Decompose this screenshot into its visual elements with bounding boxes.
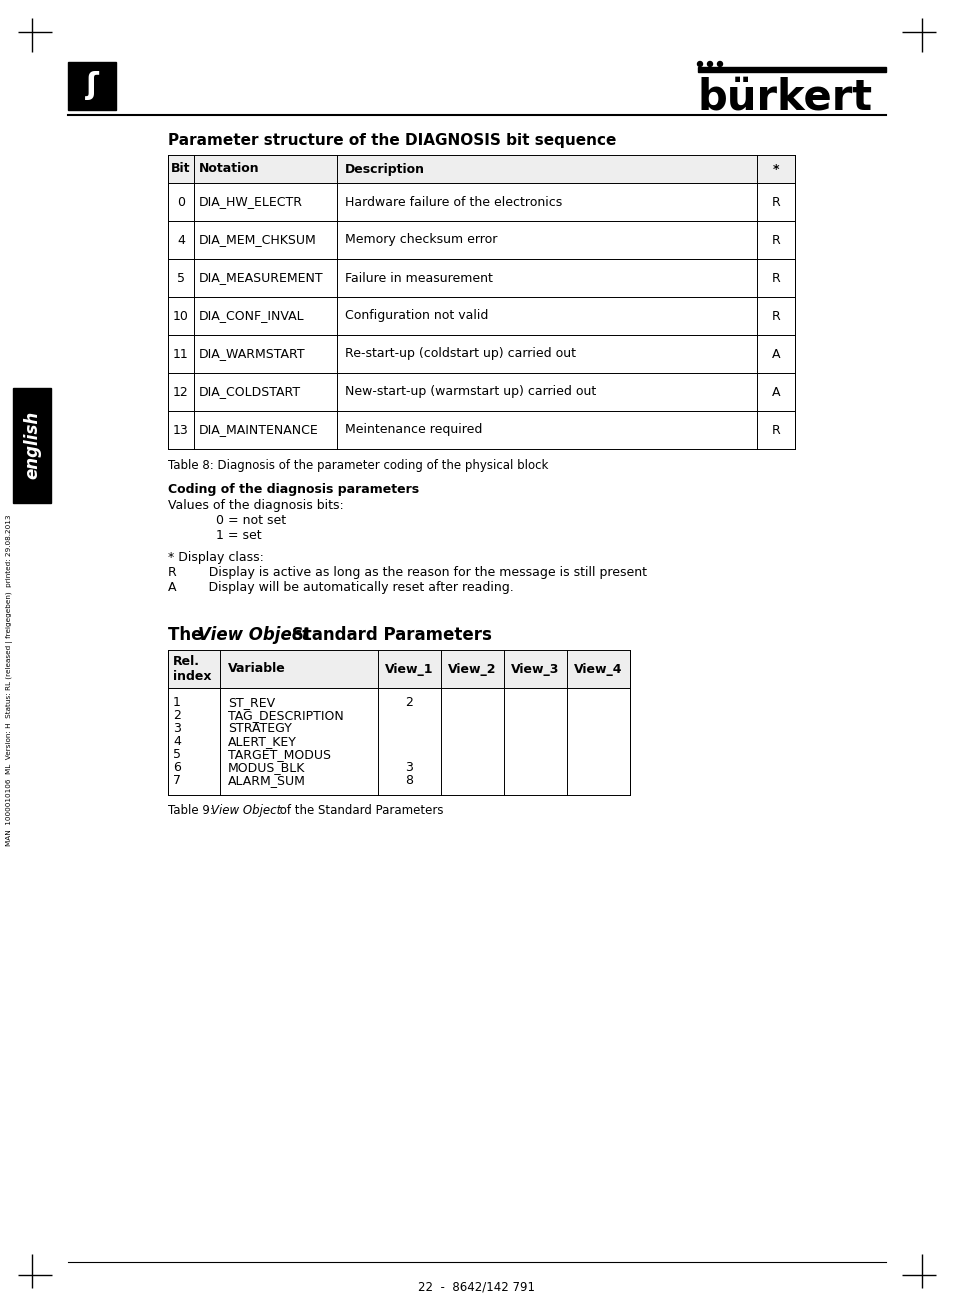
Text: View_3: View_3	[511, 663, 559, 676]
Text: 4: 4	[177, 234, 185, 247]
Text: Table 8: Diagnosis of the parameter coding of the physical block: Table 8: Diagnosis of the parameter codi…	[168, 459, 548, 472]
Text: Hardware failure of the electronics: Hardware failure of the electronics	[345, 196, 561, 209]
Text: 12: 12	[172, 386, 189, 399]
Text: ST_REV: ST_REV	[228, 697, 274, 708]
Bar	[68, 61, 116, 110]
Text: Rel.
index: Rel. index	[172, 655, 212, 684]
Text: Table 9:: Table 9:	[168, 804, 217, 817]
Text: 0 = not set: 0 = not set	[215, 514, 286, 527]
Text: bürkert: bürkert	[698, 76, 872, 118]
Text: View_2: View_2	[448, 663, 497, 676]
Text: ʃ: ʃ	[86, 72, 98, 101]
Text: Bit: Bit	[172, 162, 191, 175]
Text: 1: 1	[172, 697, 181, 708]
Circle shape	[717, 61, 721, 67]
Text: TAG_DESCRIPTION: TAG_DESCRIPTION	[228, 708, 343, 721]
Text: Parameter structure of the DIAGNOSIS bit sequence: Parameter structure of the DIAGNOSIS bit…	[168, 133, 616, 148]
Text: ALERT_KEY: ALERT_KEY	[228, 735, 296, 748]
Text: R: R	[771, 423, 780, 437]
Bar	[168, 297, 794, 335]
Text: Failure in measurement: Failure in measurement	[345, 272, 493, 285]
Bar	[168, 259, 794, 297]
Text: DIA_MEASUREMENT: DIA_MEASUREMENT	[199, 272, 323, 285]
Text: Description: Description	[345, 162, 424, 175]
Text: Memory checksum error: Memory checksum error	[345, 234, 497, 247]
Circle shape	[707, 61, 712, 67]
Text: 3: 3	[405, 761, 413, 774]
Text: 3: 3	[172, 721, 181, 735]
Text: R: R	[771, 272, 780, 285]
Text: Coding of the diagnosis parameters: Coding of the diagnosis parameters	[168, 484, 418, 495]
Text: 22  -  8642/142 791: 22 - 8642/142 791	[418, 1280, 535, 1293]
Text: R        Display is active as long as the reason for the message is still presen: R Display is active as long as the reaso…	[168, 566, 646, 579]
Text: DIA_CONF_INVAL: DIA_CONF_INVAL	[199, 310, 304, 323]
Text: 2: 2	[172, 708, 181, 721]
Text: 7: 7	[172, 774, 181, 787]
Text: R: R	[771, 234, 780, 247]
Text: STRATEGY: STRATEGY	[228, 721, 292, 735]
Text: A: A	[771, 386, 780, 399]
Text: DIA_HW_ELECTR: DIA_HW_ELECTR	[199, 196, 303, 209]
Text: 13: 13	[172, 423, 189, 437]
Text: TARGET_MODUS: TARGET_MODUS	[228, 748, 331, 761]
Text: 8: 8	[405, 774, 413, 787]
Text: Variable: Variable	[228, 663, 286, 676]
Text: 1 = set: 1 = set	[215, 529, 261, 542]
Bar	[168, 650, 629, 687]
Text: 5: 5	[172, 748, 181, 761]
Text: A        Display will be automatically reset after reading.: A Display will be automatically reset af…	[168, 582, 514, 593]
Text: The: The	[168, 626, 208, 644]
Text: MAN  1000010106  ML  Version: H  Status: RL (released | freigegeben)  printed: 2: MAN 1000010106 ML Version: H Status: RL …	[7, 514, 13, 846]
Text: Notation: Notation	[199, 162, 259, 175]
Text: 10: 10	[172, 310, 189, 323]
Text: DIA_MAINTENANCE: DIA_MAINTENANCE	[199, 423, 318, 437]
Text: Re-start-up (coldstart up) carried out: Re-start-up (coldstart up) carried out	[345, 348, 576, 361]
Text: DIA_COLDSTART: DIA_COLDSTART	[199, 386, 301, 399]
Circle shape	[697, 61, 701, 67]
Text: 11: 11	[172, 348, 189, 361]
Text: R: R	[771, 310, 780, 323]
Text: 2: 2	[405, 697, 413, 708]
Text: * Display class:: * Display class:	[168, 552, 264, 565]
Bar	[168, 687, 629, 795]
Bar	[168, 156, 794, 183]
Text: english: english	[23, 410, 41, 480]
Text: Values of the diagnosis bits:: Values of the diagnosis bits:	[168, 499, 343, 512]
Text: View_4: View_4	[574, 663, 622, 676]
Bar	[168, 335, 794, 372]
Text: Meintenance required: Meintenance required	[345, 423, 482, 437]
Text: 0: 0	[177, 196, 185, 209]
Text: View_1: View_1	[385, 663, 434, 676]
Text: Configuration not valid: Configuration not valid	[345, 310, 488, 323]
Bar	[168, 221, 794, 259]
Bar	[168, 410, 794, 450]
Text: of the Standard Parameters: of the Standard Parameters	[275, 804, 443, 817]
Bar	[698, 67, 885, 72]
Text: 6: 6	[172, 761, 181, 774]
Text: *: *	[772, 162, 779, 175]
Bar	[168, 183, 794, 221]
Text: 4: 4	[172, 735, 181, 748]
Bar	[168, 372, 794, 410]
Bar	[13, 387, 51, 502]
Text: New-start-up (warmstart up) carried out: New-start-up (warmstart up) carried out	[345, 386, 596, 399]
Text: View Object: View Object	[198, 626, 310, 644]
Text: DIA_WARMSTART: DIA_WARMSTART	[199, 348, 305, 361]
Text: DIA_MEM_CHKSUM: DIA_MEM_CHKSUM	[199, 234, 316, 247]
Text: MODUS_BLK: MODUS_BLK	[228, 761, 305, 774]
Text: Standard Parameters: Standard Parameters	[286, 626, 492, 644]
Text: 5: 5	[177, 272, 185, 285]
Text: View Object: View Object	[211, 804, 281, 817]
Text: A: A	[771, 348, 780, 361]
Text: ALARM_SUM: ALARM_SUM	[228, 774, 306, 787]
Text: R: R	[771, 196, 780, 209]
